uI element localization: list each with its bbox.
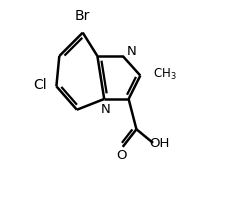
Text: OH: OH <box>149 137 169 150</box>
Text: N: N <box>100 103 110 116</box>
Text: Br: Br <box>75 9 90 23</box>
Text: CH$_3$: CH$_3$ <box>152 67 176 82</box>
Text: Cl: Cl <box>33 78 46 92</box>
Text: O: O <box>116 149 126 162</box>
Text: N: N <box>126 45 136 58</box>
